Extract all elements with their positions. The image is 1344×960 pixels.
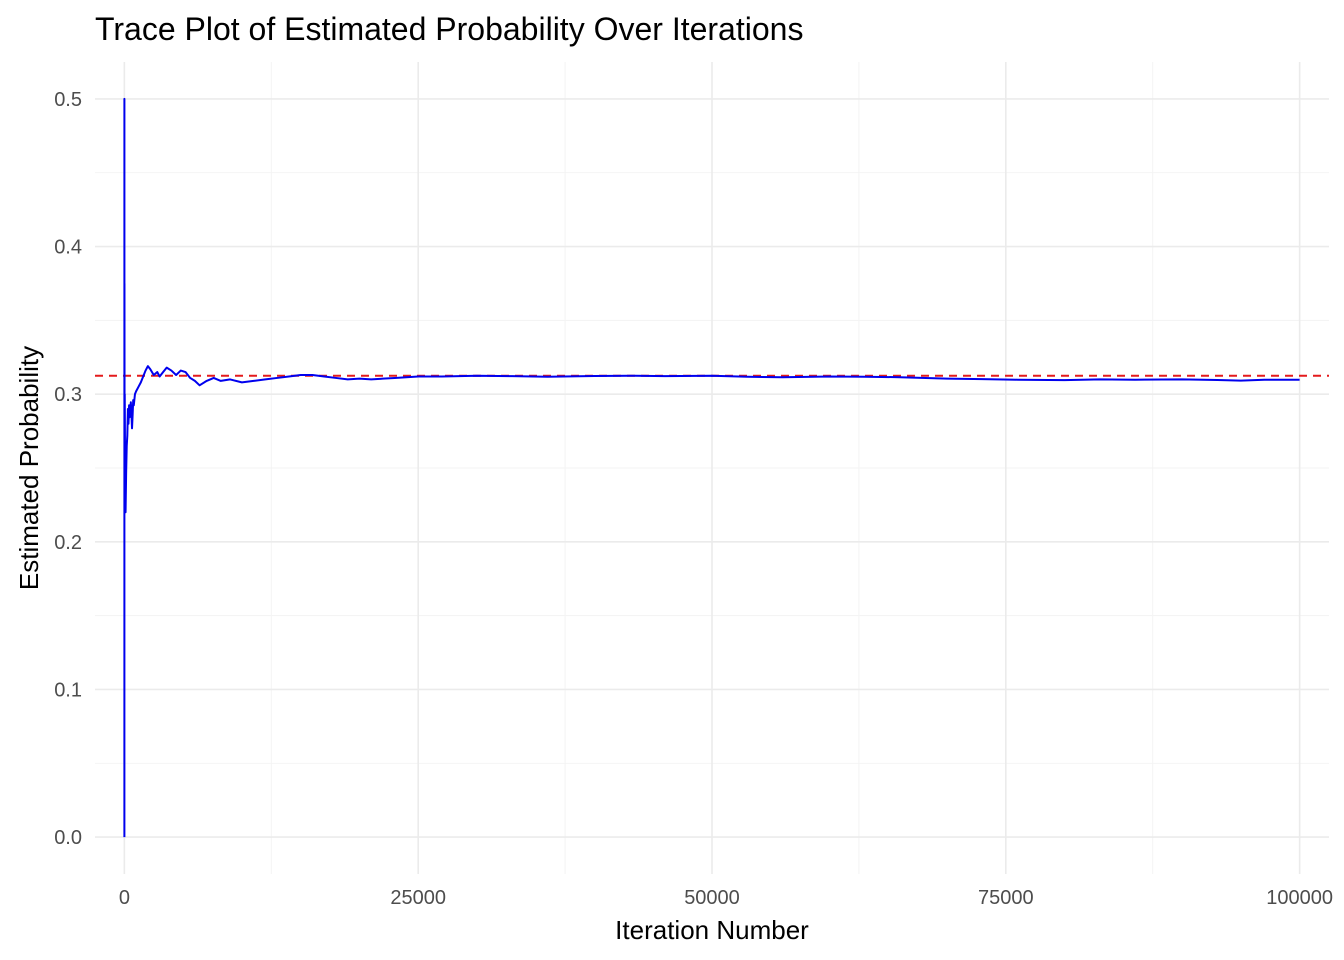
x-tick-label: 75000 [978,887,1034,909]
x-tick-label: 25000 [390,887,446,909]
x-tick-label: 50000 [684,887,740,909]
x-tick-label: 0 [119,887,130,909]
x-tick-label: 100000 [1266,887,1333,909]
y-tick-label: 0.0 [54,827,82,849]
y-axis-ticks: 0.0 0.1 0.2 0.3 0.4 0.5 [54,89,82,849]
x-axis-title: Iteration Number [615,915,809,945]
y-tick-label: 0.3 [54,384,82,406]
x-axis-ticks: 0 25000 50000 75000 100000 [119,887,1333,909]
y-tick-label: 0.2 [54,532,82,554]
y-axis-title: Estimated Probability [14,346,44,590]
y-tick-label: 0.5 [54,89,82,111]
y-tick-label: 0.1 [54,679,82,701]
chart-title: Trace Plot of Estimated Probability Over… [95,11,803,47]
grid [95,62,1329,874]
estimate-series-line [123,97,1300,838]
series-layer [123,97,1300,838]
y-tick-label: 0.4 [54,237,82,259]
